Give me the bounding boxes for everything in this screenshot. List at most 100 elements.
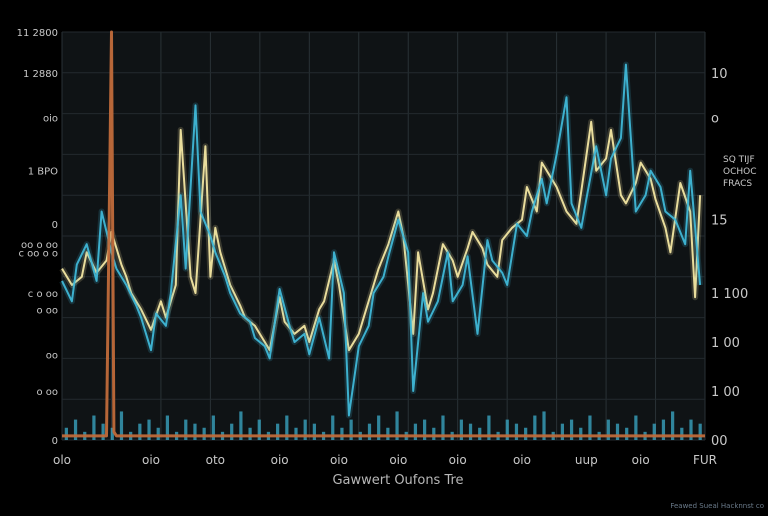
baseline-bar xyxy=(340,427,344,440)
baseline-bar xyxy=(634,415,638,440)
baseline-bar xyxy=(119,411,124,440)
baseline-bar xyxy=(652,423,656,440)
y-tick-label-right: 1 100 xyxy=(711,287,748,302)
baseline-bar xyxy=(468,423,473,440)
baseline-bar xyxy=(64,427,68,440)
series-line xyxy=(61,120,702,352)
y-tick-label-left: o oo xyxy=(36,305,58,316)
baseline-bar xyxy=(625,427,629,440)
baseline-bar xyxy=(349,419,353,440)
baseline-bar xyxy=(147,419,151,440)
y-tick-label-left: 1 BPO xyxy=(28,167,58,178)
x-tick-label: oto xyxy=(206,453,225,467)
baseline-bar xyxy=(331,415,335,440)
baseline-bar xyxy=(202,427,206,440)
y-tick-label-left: c o oo xyxy=(28,289,58,300)
baseline-bar xyxy=(276,423,280,440)
series-line xyxy=(62,30,705,438)
y-tick-label-left: oo xyxy=(46,350,58,361)
baseline-bar xyxy=(156,427,160,440)
series-lines xyxy=(59,30,705,438)
baseline-bar xyxy=(560,423,564,440)
baseline-bar xyxy=(432,427,436,440)
x-tick-label: uup xyxy=(575,453,598,467)
baseline-bar xyxy=(395,411,399,440)
baseline-bar xyxy=(487,415,491,440)
baseline-bar xyxy=(615,423,620,440)
baseline-bar xyxy=(193,423,197,440)
baseline-bar xyxy=(524,427,528,440)
y-tick-label-left: c oo o o xyxy=(18,248,58,259)
x-tick-labels: olo oio oto oio oio oio oio oio uup oio FUR xyxy=(53,453,717,467)
baseline-bar xyxy=(698,423,702,440)
grid-lines xyxy=(61,31,706,441)
baseline-bar xyxy=(165,415,170,440)
baseline-bar xyxy=(569,419,574,440)
baseline-bar xyxy=(73,419,78,440)
legend-entry: FRACS xyxy=(723,179,752,189)
baseline-bar xyxy=(285,415,289,440)
footer-text: Feawed Sueal Hacknnst co xyxy=(670,502,764,510)
baseline-bar xyxy=(671,411,675,440)
baseline-bar xyxy=(588,415,592,440)
x-tick-label: oio xyxy=(513,453,531,467)
y-tick-label-right: 1 00 xyxy=(711,385,740,400)
x-tick-label: olo xyxy=(53,453,71,467)
baseline-bar xyxy=(239,411,243,440)
baseline-bar xyxy=(377,415,381,440)
x-tick-label: oio xyxy=(142,453,160,467)
y-tick-label-left: 1 2880 xyxy=(23,69,58,80)
baseline-bar xyxy=(92,415,96,440)
series-line xyxy=(61,63,702,417)
baseline-bar xyxy=(661,419,666,440)
baseline-bar xyxy=(579,427,583,440)
y-tick-label-right: o xyxy=(711,112,719,127)
baseline-bar xyxy=(422,419,427,440)
baseline-bar xyxy=(413,423,418,440)
x-axis-label: Gawwert Oufons Tre xyxy=(332,473,463,488)
baseline-bar xyxy=(101,423,105,440)
y-tick-label-left: 11 2800 xyxy=(17,28,58,39)
y-tick-label-left: 0 xyxy=(52,220,58,231)
legend-entry: OCHOC xyxy=(723,167,757,177)
baseline-bar xyxy=(257,419,261,440)
baseline-bar xyxy=(367,423,372,440)
x-tick-label: oio xyxy=(389,453,407,467)
y-tick-label-right: 15 xyxy=(711,214,728,229)
baseline-bar xyxy=(459,419,463,440)
baseline-bar xyxy=(248,427,252,440)
x-tick-label: oio xyxy=(271,453,289,467)
y-tick-label-left: oo o oo xyxy=(21,240,58,251)
baseline-bar xyxy=(138,423,142,440)
baseline-bar xyxy=(110,427,114,440)
baseline-bar xyxy=(211,415,215,440)
baseline-bar xyxy=(230,423,234,440)
baseline-bar xyxy=(441,415,445,440)
y-tick-label-left: oio xyxy=(43,114,58,125)
y-tick-label-left: 0 xyxy=(52,436,58,447)
baseline-bar xyxy=(294,427,298,440)
baseline-bar xyxy=(606,419,610,440)
x-tick-label: oio xyxy=(449,453,467,467)
y-tick-label-left: o oo xyxy=(36,387,58,398)
y-tick-label-right: 00 xyxy=(711,434,728,449)
x-tick-label: oio xyxy=(330,453,348,467)
y-tick-label-right: 1 00 xyxy=(711,336,740,351)
baseline-bar xyxy=(533,415,537,440)
baseline-bar xyxy=(312,423,316,440)
baseline-bar xyxy=(505,419,509,440)
x-tick-label: oio xyxy=(632,453,650,467)
y-tick-labels-right: 10 o 15 1 100 1 00 1 00 00 xyxy=(711,67,748,449)
baseline-bar xyxy=(542,411,546,440)
baseline-bar xyxy=(514,423,519,440)
baseline-bar xyxy=(303,419,307,440)
x-tick-label: FUR xyxy=(693,453,717,467)
baseline-bar xyxy=(184,419,188,440)
y-tick-label-right: 10 xyxy=(711,67,728,82)
legend-entry: SQ TIJF xyxy=(723,155,755,165)
baseline-bar xyxy=(386,427,390,440)
baseline-bar xyxy=(478,427,482,440)
